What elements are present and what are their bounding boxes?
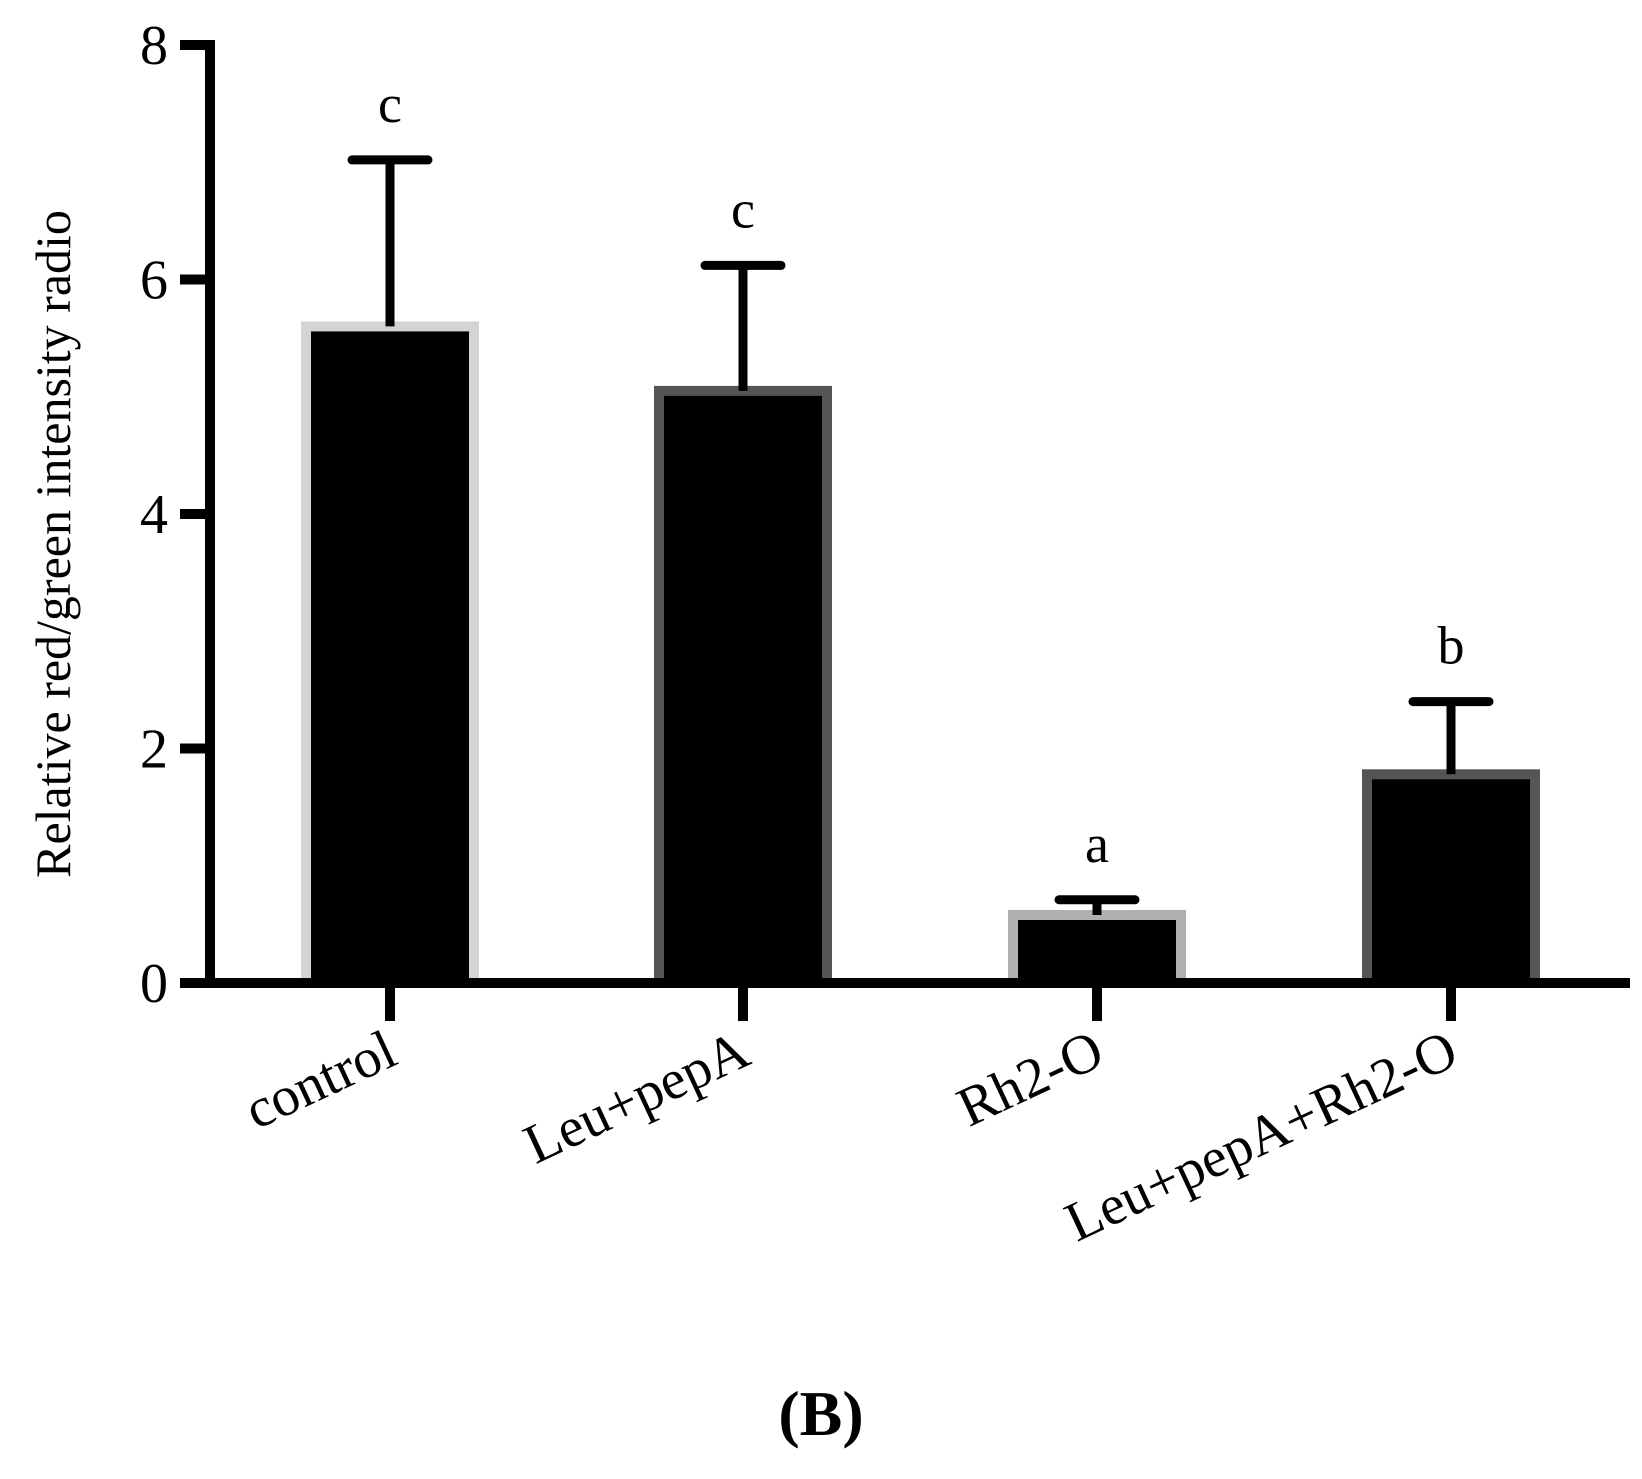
bar-leu-pepa-rh2-o [1362,769,1540,988]
bar-control [301,321,479,988]
significance-label: c [731,179,755,239]
x-category-label: Rh2-O [948,1019,1112,1140]
x-category-label: Leu+pepA [515,1018,759,1176]
significance-label: a [1085,814,1109,874]
significance-labels-layer: c c a b [378,74,1464,874]
significance-label: b [1438,616,1465,676]
panel-label: (B) [778,1378,863,1449]
y-tick-label: 8 [140,15,168,77]
bar-rh2-o [1008,909,1186,988]
significance-label: c [378,74,402,134]
error-bars-layer [347,155,1494,915]
x-category-label: Leu+pepA+Rh2-O [1056,1019,1466,1254]
y-tick-label: 6 [140,250,168,312]
bar-leu-pepa [654,385,832,988]
y-ticks-layer: 0 2 4 6 8 [140,15,210,1015]
y-axis-title: Relative red/green intensity radio [25,210,81,878]
y-tick-label: 2 [140,719,168,781]
y-tick-label: 4 [140,484,168,546]
x-category-label: control [236,1019,406,1142]
bars-layer [301,321,1540,988]
y-tick-label: 0 [140,953,168,1015]
